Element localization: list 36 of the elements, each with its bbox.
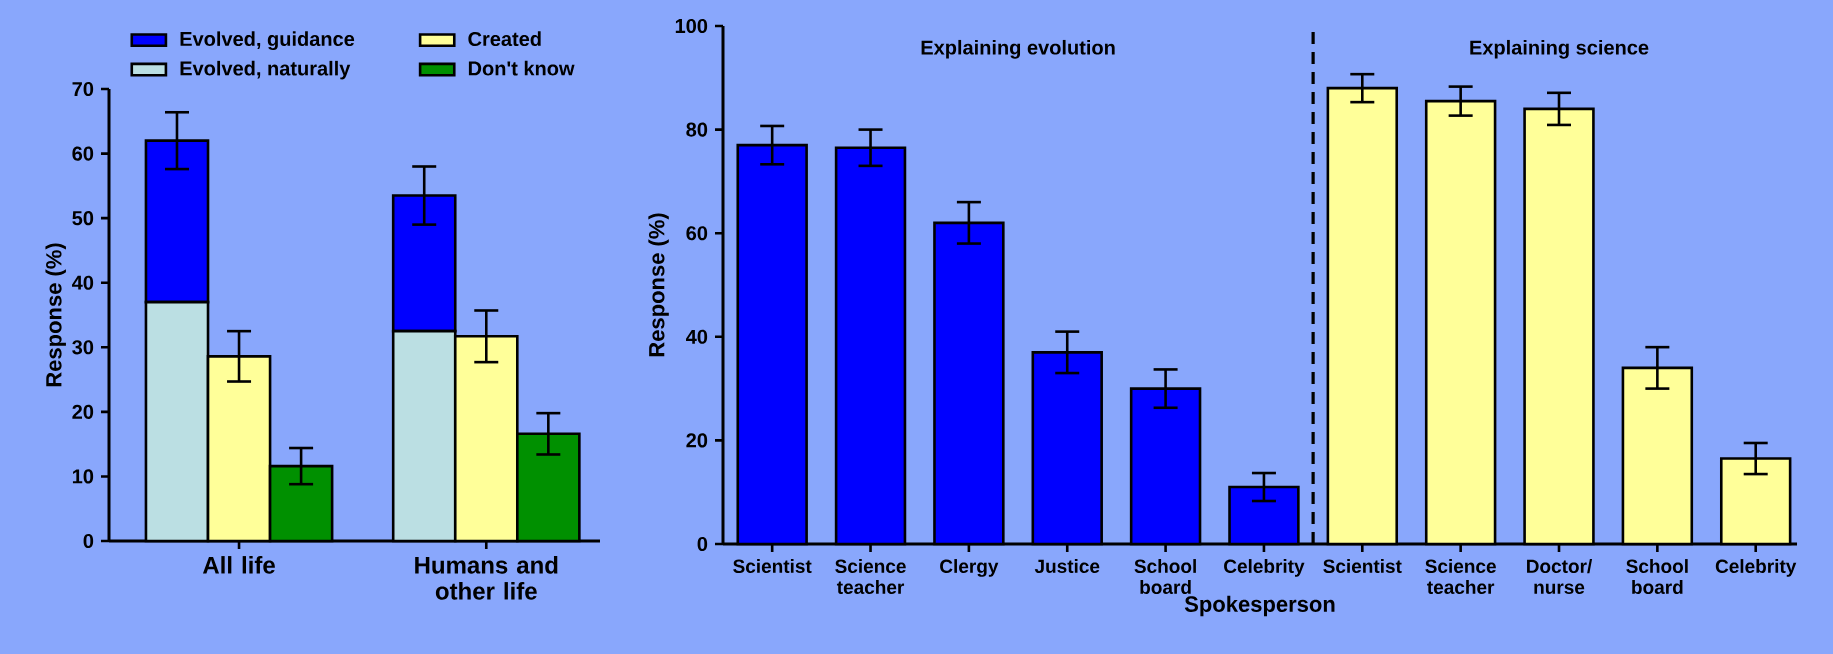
legend-label: Evolved, naturally — [180, 60, 351, 80]
x-tick-label: Clergy — [940, 559, 999, 577]
annotation: Explaining science — [1470, 39, 1649, 59]
x-tick-label: Scientist — [733, 559, 812, 574]
y-tick-label: 10 — [72, 469, 94, 484]
y-tick-label: 50 — [72, 211, 94, 226]
y-tick-label: 70 — [72, 81, 94, 97]
y-tick-label: 60 — [72, 146, 94, 161]
x-tick-label: Doctor/ nurse — [1527, 559, 1593, 595]
y-axis-title: Response (%) — [45, 243, 66, 387]
y-tick-label: 20 — [686, 433, 708, 448]
x-tick-label: Science teacher — [1425, 559, 1496, 595]
x-tick-label: School board — [1134, 559, 1196, 595]
y-tick-label: 80 — [686, 122, 708, 137]
y-tick-label: 30 — [72, 340, 94, 355]
x-tick-label: Celebrity — [1715, 559, 1797, 577]
x-tick-label: Celebrity — [1224, 559, 1305, 577]
x-tick-label: Justice — [1034, 559, 1100, 574]
y-tick-label: 60 — [686, 226, 708, 241]
y-axis-title: Response (%) — [648, 213, 669, 357]
legend-label: Evolved, guidance — [180, 31, 355, 51]
y-tick-label: 100 — [675, 18, 708, 34]
legend-label: Created — [468, 31, 541, 47]
legend-label: Don't know — [468, 60, 575, 76]
y-tick-label: 0 — [697, 536, 708, 552]
x-tick-label: Science teacher — [835, 559, 906, 595]
x-tick-label: Humans and other life — [415, 556, 558, 600]
x-tick-label: All life — [202, 556, 275, 574]
x-tick-label: School board — [1626, 559, 1688, 595]
annotation: Explaining evolution — [921, 39, 1115, 59]
y-tick-label: 40 — [72, 275, 94, 290]
y-tick-label: 0 — [83, 533, 94, 549]
x-axis-title: Spokesperson — [1184, 595, 1335, 617]
y-tick-label: 40 — [686, 329, 708, 344]
y-tick-label: 20 — [72, 404, 94, 419]
x-tick-label: Scientist — [1323, 559, 1402, 574]
